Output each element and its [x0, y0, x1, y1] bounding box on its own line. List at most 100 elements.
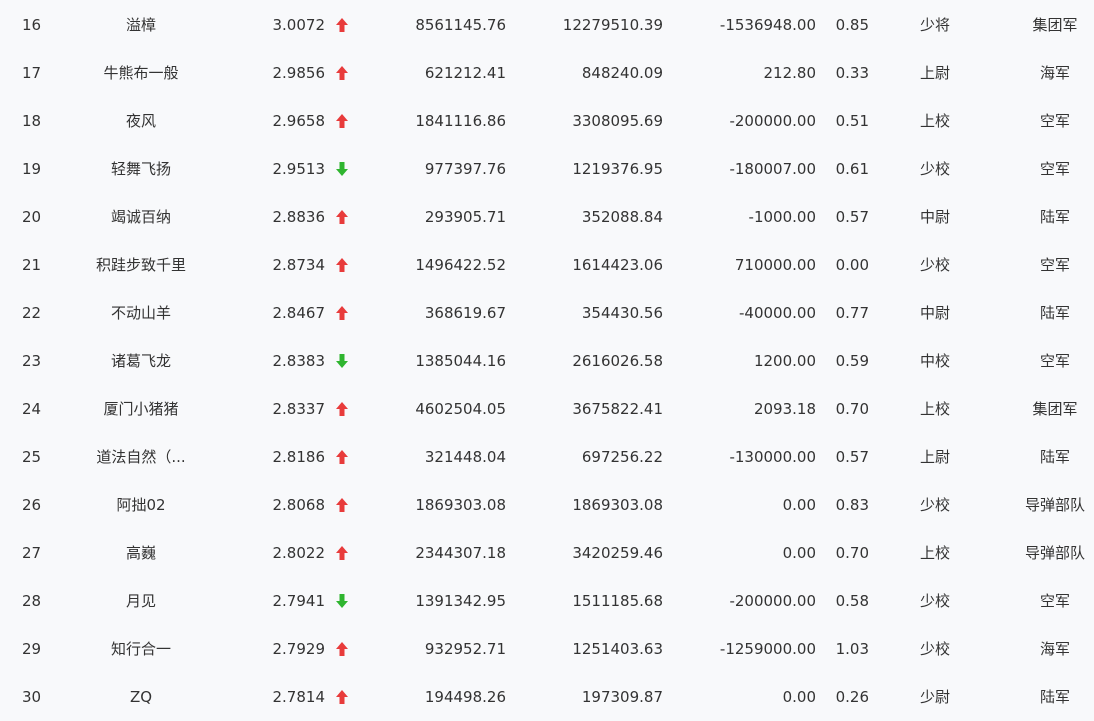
- name-cell[interactable]: 诸葛飞龙: [110, 352, 171, 370]
- value-4-cell: 0.70: [835, 400, 869, 418]
- arrow-up-icon: [336, 114, 348, 128]
- rank-cell: 25: [22, 448, 42, 466]
- value-4-cell: 0.61: [835, 160, 869, 178]
- rank-cell: 17: [22, 64, 42, 82]
- branch-cell: 海军: [1039, 640, 1070, 658]
- grade-cell: 上尉: [919, 64, 950, 82]
- grade-cell: 少校: [919, 496, 950, 514]
- arrow-up-icon: [336, 66, 348, 80]
- score-cell: 2.8068: [272, 496, 326, 514]
- value-3-cell: -1259000.00: [719, 640, 816, 658]
- name-cell[interactable]: 溢樟: [125, 16, 156, 34]
- value-4-cell: 0.00: [835, 256, 869, 274]
- value-3-cell: -200000.00: [729, 112, 816, 130]
- table-row[interactable]: 21 积跬步致千里 2.8734 1496422.52 1614423.06 7…: [0, 241, 1094, 289]
- table-row[interactable]: 30 ZQ 2.7814 194498.26 197309.87 0.00 0.…: [0, 673, 1094, 721]
- value-4-cell: 0.85: [835, 16, 869, 34]
- value-4-cell: 0.77: [835, 304, 869, 322]
- value-4-cell: 0.51: [835, 112, 869, 130]
- rank-cell: 26: [22, 496, 42, 514]
- name-cell[interactable]: 月见: [125, 592, 156, 610]
- rank-cell: 28: [22, 592, 42, 610]
- name-cell[interactable]: 道法自然（...: [96, 448, 186, 466]
- arrow-up-icon: [336, 498, 348, 512]
- table-row[interactable]: 25 道法自然（... 2.8186 321448.04 697256.22 -…: [0, 433, 1094, 481]
- value-2-cell: 1869303.08: [572, 496, 663, 514]
- name-cell[interactable]: 积跬步致千里: [95, 256, 186, 274]
- value-1-cell: 4602504.05: [415, 400, 506, 418]
- name-cell[interactable]: 阿拙02: [116, 496, 166, 514]
- score-cell: 2.8734: [272, 256, 326, 274]
- value-4-cell: 0.26: [835, 688, 869, 706]
- name-cell[interactable]: ZQ: [129, 688, 153, 706]
- value-3-cell: 1200.00: [753, 352, 816, 370]
- value-1-cell: 1869303.08: [415, 496, 506, 514]
- name-cell[interactable]: 厦门小猪猪: [103, 400, 179, 418]
- name-cell[interactable]: 知行合一: [110, 640, 171, 658]
- score-cell: 2.8383: [272, 352, 326, 370]
- table-row[interactable]: 16 溢樟 3.0072 8561145.76 12279510.39 -153…: [0, 1, 1094, 49]
- value-4-cell: 0.59: [835, 352, 869, 370]
- table-row[interactable]: 27 高巍 2.8022 2344307.18 3420259.46 0.00 …: [0, 529, 1094, 577]
- table-row[interactable]: 29 知行合一 2.7929 932952.71 1251403.63 -125…: [0, 625, 1094, 673]
- rank-cell: 27: [22, 544, 42, 562]
- value-1-cell: 293905.71: [424, 208, 506, 226]
- value-1-cell: 1841116.86: [415, 112, 506, 130]
- table-row[interactable]: 23 诸葛飞龙 2.8383 1385044.16 2616026.58 120…: [0, 337, 1094, 385]
- name-cell[interactable]: 竭诚百纳: [110, 208, 171, 226]
- value-4-cell: 0.57: [835, 448, 869, 466]
- branch-cell: 集团军: [1032, 16, 1078, 34]
- table-row[interactable]: 20 竭诚百纳 2.8836 293905.71 352088.84 -1000…: [0, 193, 1094, 241]
- value-1-cell: 1496422.52: [415, 256, 506, 274]
- name-cell[interactable]: 不动山羊: [110, 304, 171, 322]
- arrow-up-icon: [336, 18, 348, 32]
- table-row[interactable]: 28 月见 2.7941 1391342.95 1511185.68 -2000…: [0, 577, 1094, 625]
- branch-cell: 陆军: [1039, 448, 1070, 466]
- score-cell: 2.7929: [272, 640, 326, 658]
- value-2-cell: 1251403.63: [572, 640, 663, 658]
- name-cell[interactable]: 牛熊布一般: [103, 64, 179, 82]
- value-2-cell: 1511185.68: [572, 592, 663, 610]
- value-2-cell: 848240.09: [581, 64, 663, 82]
- value-2-cell: 2616026.58: [572, 352, 663, 370]
- branch-cell: 空军: [1039, 352, 1070, 370]
- arrow-down-icon: [336, 354, 348, 368]
- value-4-cell: 0.83: [835, 496, 869, 514]
- value-4-cell: 1.03: [835, 640, 869, 658]
- branch-cell: 陆军: [1039, 208, 1070, 226]
- grade-cell: 上校: [919, 112, 950, 130]
- table-row[interactable]: 18 夜风 2.9658 1841116.86 3308095.69 -2000…: [0, 97, 1094, 145]
- rank-cell: 18: [22, 112, 42, 130]
- branch-cell: 空军: [1039, 592, 1070, 610]
- arrow-up-icon: [336, 546, 348, 560]
- grade-cell: 中尉: [919, 208, 950, 226]
- name-cell[interactable]: 夜风: [125, 112, 156, 130]
- value-3-cell: -130000.00: [729, 448, 816, 466]
- table-row[interactable]: 24 厦门小猪猪 2.8337 4602504.05 3675822.41 20…: [0, 385, 1094, 433]
- rank-cell: 22: [22, 304, 42, 322]
- arrow-up-icon: [336, 402, 348, 416]
- table-row[interactable]: 26 阿拙02 2.8068 1869303.08 1869303.08 0.0…: [0, 481, 1094, 529]
- value-3-cell: -200000.00: [729, 592, 816, 610]
- branch-cell: 陆军: [1039, 688, 1070, 706]
- table-row[interactable]: 22 不动山羊 2.8467 368619.67 354430.56 -4000…: [0, 289, 1094, 337]
- value-3-cell: 710000.00: [734, 256, 816, 274]
- score-cell: 2.9513: [272, 160, 326, 178]
- table-row[interactable]: 19 轻舞飞扬 2.9513 977397.76 1219376.95 -180…: [0, 145, 1094, 193]
- grade-cell: 上校: [919, 400, 950, 418]
- value-2-cell: 352088.84: [581, 208, 663, 226]
- value-1-cell: 1385044.16: [415, 352, 506, 370]
- name-cell[interactable]: 高巍: [125, 544, 156, 562]
- rank-cell: 16: [22, 16, 42, 34]
- value-3-cell: -1000.00: [748, 208, 816, 226]
- grade-cell: 上校: [919, 544, 950, 562]
- name-cell[interactable]: 轻舞飞扬: [110, 160, 171, 178]
- rank-cell: 21: [22, 256, 42, 274]
- value-2-cell: 3308095.69: [572, 112, 663, 130]
- value-1-cell: 194498.26: [424, 688, 506, 706]
- table-row[interactable]: 17 牛熊布一般 2.9856 621212.41 848240.09 212.…: [0, 49, 1094, 97]
- arrow-up-icon: [336, 690, 348, 704]
- arrow-up-icon: [336, 306, 348, 320]
- value-3-cell: -180007.00: [729, 160, 816, 178]
- score-cell: 2.7941: [272, 592, 326, 610]
